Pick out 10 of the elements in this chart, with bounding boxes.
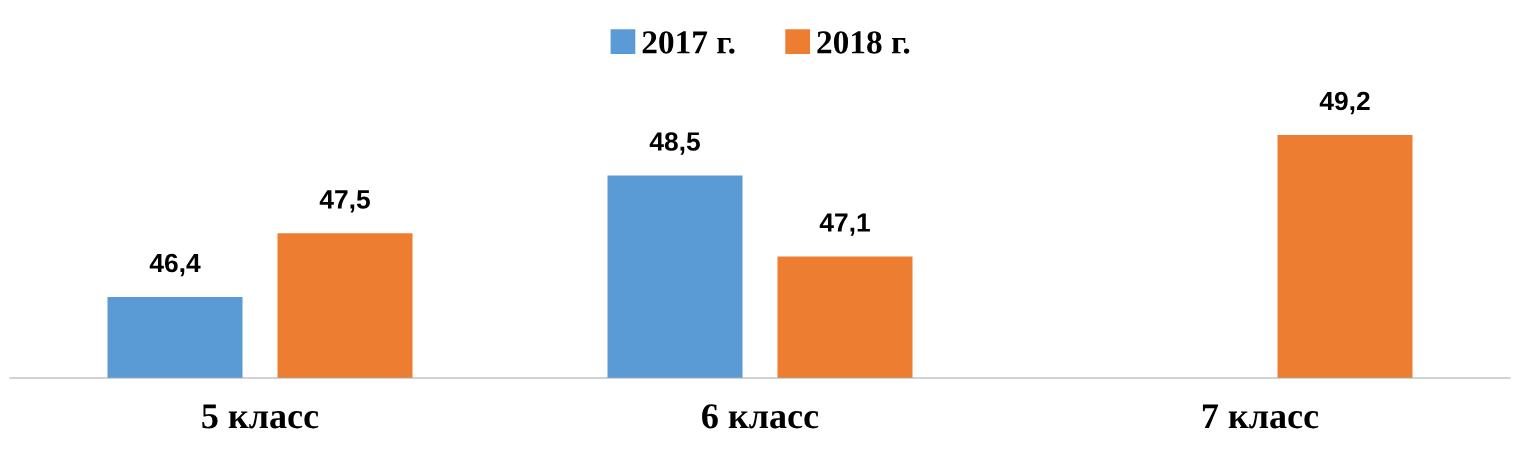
x-tick-label: 5 класс xyxy=(202,404,319,429)
data-label: 46,4 xyxy=(149,253,201,277)
legend-label: 2018 г. xyxy=(817,31,910,54)
data-label: 47,1 xyxy=(819,213,870,236)
x-tick-label: 7 класс xyxy=(1202,404,1319,429)
x-tick-label: 6 класс xyxy=(702,404,819,429)
data-label: 47,5 xyxy=(319,190,370,213)
data-label: 49,2 xyxy=(1319,91,1370,115)
data-label: 48,5 xyxy=(649,132,700,155)
legend-label: 2017 г. xyxy=(642,31,735,54)
